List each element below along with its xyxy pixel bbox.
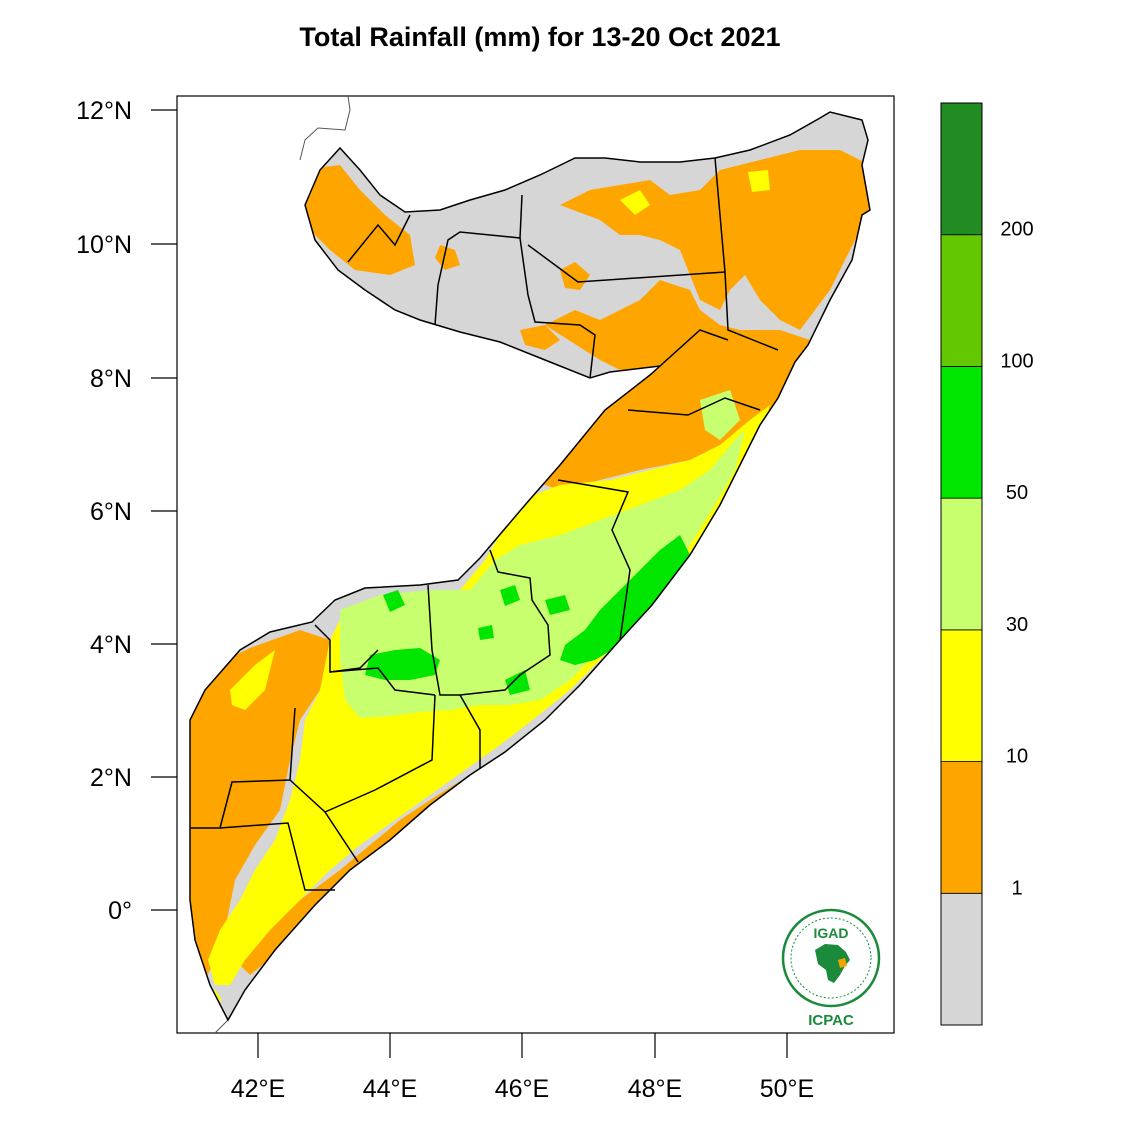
map-title: Total Rainfall (mm) for 13-20 Oct 2021 — [299, 22, 780, 52]
y-axis — [151, 109, 177, 911]
y-tick-label: 0° — [108, 897, 132, 925]
zone-30-50mm — [340, 390, 745, 718]
colorbar-bin — [940, 234, 983, 367]
colorbar-bin — [940, 892, 983, 1026]
x-axis — [257, 1033, 788, 1058]
y-tick-label: 10°N — [76, 231, 132, 259]
y-tick-label: 8°N — [90, 365, 132, 393]
x-tick-label: 50°E — [760, 1075, 814, 1103]
colorbar-bin — [940, 366, 983, 499]
colorbar-label: 200 — [1000, 219, 1033, 241]
colorbar-bin — [940, 761, 983, 894]
y-tick-label: 4°N — [90, 631, 132, 659]
y-axis-labels: 12°N 10°N 8°N 6°N 4°N 2°N 0° — [76, 97, 132, 925]
colorbar-label: 10 — [1006, 746, 1028, 768]
colorbar-outline — [940, 102, 983, 1026]
y-tick-label: 12°N — [76, 97, 132, 125]
colorbar-label: 30 — [1006, 614, 1028, 636]
y-tick-label: 6°N — [90, 498, 132, 526]
africa-icon — [815, 944, 850, 983]
x-axis-labels: 42°E 44°E 46°E 48°E 50°E — [231, 1075, 814, 1103]
igad-icpac-logo: IGAD ICPAC — [781, 908, 881, 1029]
country-outline — [189, 111, 871, 1022]
colorbar-bin — [940, 497, 983, 631]
colorbar-legend: 1 10 30 50 100 200 — [940, 102, 1034, 1026]
x-tick-label: 48°E — [628, 1075, 682, 1103]
colorbar-bin — [940, 629, 983, 762]
colorbar-label: 1 — [1011, 877, 1022, 899]
colorbar-label: 50 — [1006, 482, 1028, 504]
logo-top-text: IGAD — [814, 925, 849, 941]
neighbour-borders — [214, 96, 351, 1033]
y-tick-label: 2°N — [90, 764, 132, 792]
x-tick-label: 44°E — [363, 1075, 417, 1103]
x-tick-label: 42°E — [231, 1075, 285, 1103]
admin-borders — [189, 111, 871, 1022]
logo-bottom-text: ICPAC — [808, 1012, 854, 1029]
colorbar-bin — [940, 102, 983, 236]
colorbar-label: 100 — [1000, 350, 1033, 372]
x-tick-label: 46°E — [495, 1075, 549, 1103]
